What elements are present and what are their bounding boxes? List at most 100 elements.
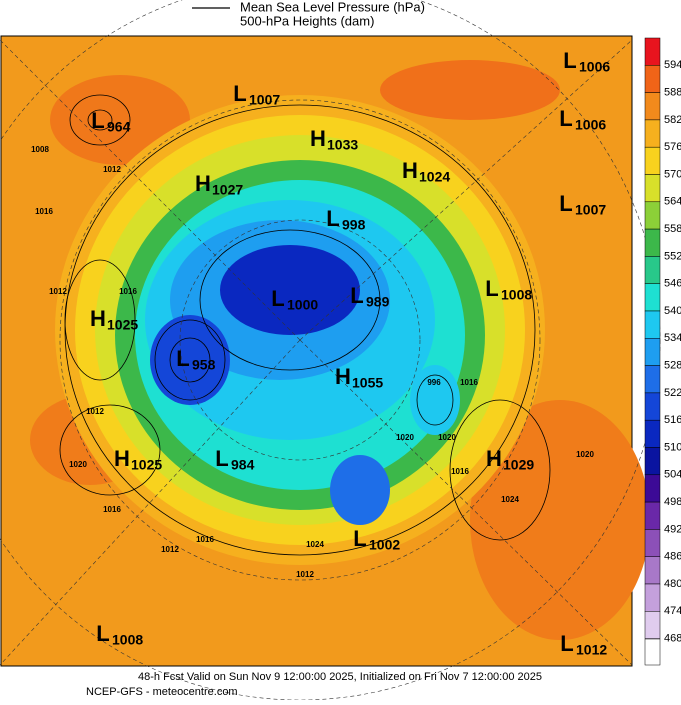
- pressure-center-type: L: [485, 276, 498, 301]
- contour-label: 1020: [576, 450, 594, 459]
- pressure-center-type: H: [195, 171, 211, 196]
- pressure-center-value: 1012: [576, 642, 607, 658]
- pressure-center-value: 1000: [287, 297, 318, 313]
- colorbar-swatch: [644, 474, 661, 503]
- colorbar-label: 594: [664, 59, 681, 71]
- colorbar-swatch: [644, 65, 661, 93]
- pressure-center-value: 1033: [327, 137, 358, 153]
- colorbar-swatch: [644, 310, 661, 339]
- pressure-center-value: 1025: [131, 457, 162, 473]
- pressure-center-value: 1025: [107, 317, 138, 333]
- pressure-center-type: H: [402, 158, 418, 183]
- colorbar-swatch: [644, 228, 661, 257]
- pressure-center-value: 1006: [575, 117, 606, 133]
- pressure-center-type: L: [176, 346, 189, 371]
- colorbar-swatch: [644, 611, 661, 639]
- colorbar-label: 552: [664, 250, 681, 262]
- pressure-center-type: H: [90, 306, 106, 331]
- colorbar-swatch: [644, 419, 661, 448]
- colorbar-swatch: [644, 583, 661, 612]
- footer-text: NCEP-GFS - meteocentre.com: [86, 686, 238, 698]
- map-area: [0, 0, 661, 701]
- colorbar-swatch: [644, 201, 661, 230]
- colorbar-label: 570: [664, 168, 681, 180]
- pressure-center-value: 1027: [212, 182, 243, 198]
- colorbar-label: 576: [664, 141, 681, 153]
- colorbar-swatch: [644, 501, 661, 530]
- colorbar-swatch: [644, 92, 661, 121]
- pressure-center-value: 1055: [352, 375, 383, 391]
- contour-label: 1008: [31, 145, 49, 154]
- contour-label: 1020: [396, 433, 414, 442]
- pressure-center-type: L: [559, 191, 572, 216]
- pressure-center-value: 1007: [249, 92, 280, 108]
- contour-label: 1016: [119, 287, 137, 296]
- pressure-center-type: H: [486, 446, 502, 471]
- pressure-center-value: 1029: [503, 457, 534, 473]
- pressure-center-type: L: [271, 286, 284, 311]
- colorbar-label: 540: [664, 305, 681, 317]
- colorbar-swatch: [644, 283, 661, 312]
- colorbar-swatch: [644, 37, 661, 66]
- pressure-center-type: L: [350, 283, 363, 308]
- colorbar-swatch: [644, 119, 661, 148]
- pressure-center-value: 958: [192, 357, 216, 373]
- colorbar-swatch: [644, 365, 661, 394]
- colorbar-label: 468: [664, 633, 681, 645]
- pressure-center-type: L: [353, 526, 366, 551]
- colorbar-label: 534: [664, 332, 681, 344]
- contour-label: 1020: [438, 433, 456, 442]
- pressure-center-value: 1006: [579, 59, 610, 75]
- contour-label: 1012: [49, 287, 67, 296]
- colorbar-swatch: [644, 174, 661, 203]
- colorbar-label: 588: [664, 87, 681, 99]
- contour-label: 1012: [86, 407, 104, 416]
- contour-label: 1016: [103, 505, 121, 514]
- contour-label: 1012: [161, 545, 179, 554]
- colorbar-label: 486: [664, 551, 681, 563]
- footer-text: 48-h Fcst Valid on Sun Nov 9 12:00:00 20…: [138, 671, 542, 683]
- colorbar-swatch: [644, 529, 661, 557]
- pressure-center-value: 1024: [419, 169, 450, 185]
- pressure-center-value: 998: [342, 217, 366, 233]
- contour-label: 1016: [460, 378, 478, 387]
- pressure-center-type: L: [96, 621, 109, 646]
- colorbar-swatch: [644, 556, 661, 585]
- contour-label: 1012: [103, 165, 121, 174]
- colorbar-swatch: [644, 392, 661, 421]
- pressure-center-type: L: [91, 108, 104, 133]
- pressure-center-value: 1007: [575, 202, 606, 218]
- colorbar-label: 582: [664, 114, 681, 126]
- pressure-center-value: 964: [107, 119, 131, 135]
- colorbar-label: 498: [664, 496, 681, 508]
- colorbar-label: 522: [664, 387, 681, 399]
- colorbar-swatch: [644, 146, 661, 175]
- pressure-center-type: H: [310, 126, 326, 151]
- pressure-center-value: 1002: [369, 537, 400, 553]
- colorbar-label: 564: [664, 196, 681, 208]
- colorbar-label: 480: [664, 578, 681, 590]
- colorbar-label: 546: [664, 278, 681, 290]
- colorbar-label: 558: [664, 223, 681, 235]
- colorbar-label: 516: [664, 414, 681, 426]
- contour-label: 1024: [306, 540, 324, 549]
- contour-label: 1012: [296, 570, 314, 579]
- legend-text: Mean Sea Level Pressure (hPa): [240, 0, 425, 14]
- colorbar-label: 492: [664, 523, 681, 535]
- legend-text: 500-hPa Heights (dam): [240, 13, 374, 28]
- colorbar-label: 528: [664, 360, 681, 372]
- colorbar-swatch: [644, 447, 661, 476]
- contour-label: 1016: [196, 535, 214, 544]
- colorbar-swatch: [644, 256, 661, 284]
- contour-label: 996: [427, 378, 441, 387]
- pressure-center-type: H: [335, 364, 351, 389]
- colorbar-label: 510: [664, 441, 681, 453]
- colorbar-label: 504: [664, 469, 681, 481]
- pressure-center-value: 1008: [112, 632, 143, 648]
- pressure-center-type: L: [563, 48, 576, 73]
- contour-label: 1016: [451, 467, 469, 476]
- colorbar-label: 474: [664, 605, 681, 617]
- pressure-center-type: L: [559, 106, 572, 131]
- contour-label: 1020: [69, 460, 87, 469]
